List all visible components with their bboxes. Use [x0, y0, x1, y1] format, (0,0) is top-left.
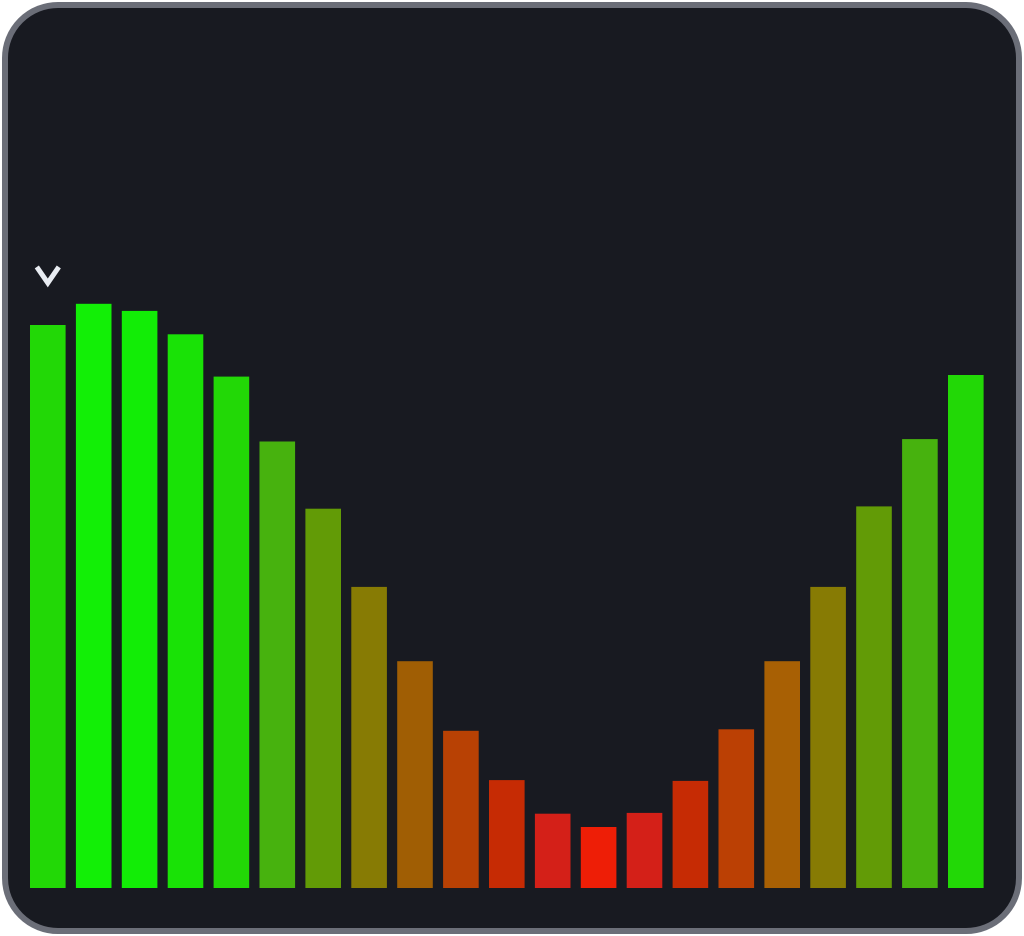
bar-21 — [948, 375, 984, 888]
bar-1 — [30, 325, 66, 888]
bar-18 — [810, 586, 846, 888]
bar-5 — [213, 376, 250, 888]
bar-20 — [902, 439, 938, 888]
bar-15 — [672, 780, 709, 888]
bar-6 — [259, 441, 296, 888]
bar-3 — [121, 310, 158, 888]
bar-11 — [489, 780, 525, 888]
bar-17 — [764, 661, 800, 888]
bars-group — [30, 303, 984, 888]
bar-14 — [626, 812, 663, 888]
bar-4 — [167, 334, 204, 888]
chevron-down-icon — [34, 265, 61, 288]
peak-marker — [34, 265, 61, 288]
bar-19 — [856, 506, 892, 888]
bar-9 — [397, 661, 433, 888]
bar-7 — [305, 508, 341, 888]
bar-16 — [718, 729, 755, 888]
bar-2 — [75, 303, 112, 888]
bar-10 — [443, 730, 479, 888]
bar-13 — [580, 827, 617, 888]
bar-8 — [351, 586, 387, 888]
bar-12 — [534, 813, 571, 888]
